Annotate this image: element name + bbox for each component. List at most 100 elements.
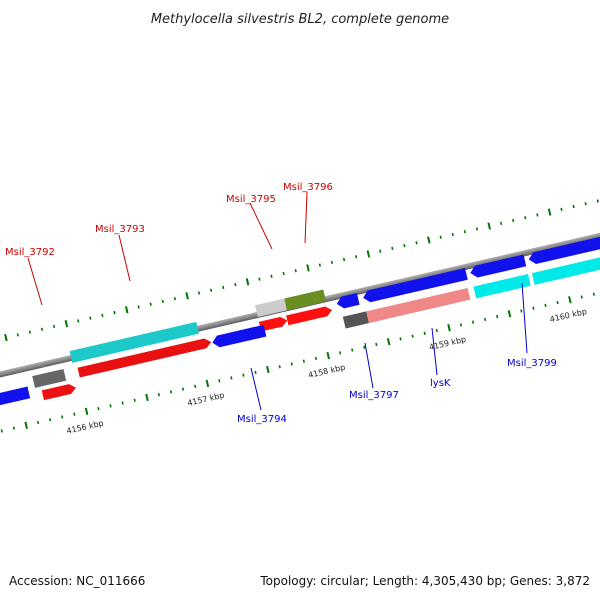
minor-tick — [463, 230, 466, 234]
minor-tick — [181, 387, 185, 391]
minor-tick — [40, 327, 44, 331]
minor-tick — [379, 249, 382, 253]
gene-msil-3794[interactable] — [211, 324, 267, 349]
minor-tick — [423, 331, 426, 335]
major-tick — [84, 407, 89, 415]
minor-tick — [258, 277, 261, 281]
gene-msil-3793-cds[interactable] — [77, 337, 213, 378]
minor-tick — [234, 283, 237, 287]
minor-tick — [101, 313, 104, 317]
gene-msil-3792-cds-red[interactable] — [41, 383, 77, 401]
label-msil-3793[interactable]: Msil_3793 — [95, 224, 145, 235]
gene-msil-3800[interactable] — [527, 234, 600, 265]
minor-tick — [596, 199, 599, 203]
gene-msil-3792-cds[interactable] — [32, 368, 67, 388]
msil-3792-leader — [27, 257, 43, 306]
forward-strand-features — [32, 289, 333, 401]
map-title: Methylocella silvestris BL2, complete ge… — [151, 12, 449, 27]
label-msil-3797[interactable]: Msil_3797 — [349, 390, 399, 401]
msil-3793-leader — [118, 234, 131, 282]
minor-tick — [121, 401, 124, 405]
minor-tick — [77, 319, 80, 323]
minor-tick — [97, 406, 100, 411]
minor-tick — [524, 216, 527, 220]
label-msil-3794[interactable]: Msil_3794 — [237, 414, 287, 425]
gene-msil-3795[interactable] — [255, 298, 287, 317]
scale-tick-label: 4156 kbp — [66, 418, 105, 435]
major-tick — [145, 393, 149, 402]
minor-tick — [230, 376, 233, 380]
major-tick — [427, 236, 431, 244]
gene-lysk[interactable] — [366, 287, 471, 324]
major-tick — [24, 421, 28, 429]
major-tick — [64, 320, 69, 328]
major-tick — [306, 264, 310, 272]
major-tick — [386, 337, 391, 346]
gene-msil-3797-gray[interactable] — [342, 311, 369, 329]
minor-tick — [278, 365, 281, 369]
label-lysk[interactable]: lysK — [430, 378, 451, 389]
minor-tick — [194, 384, 197, 388]
minor-tick — [173, 296, 176, 301]
major-tick — [245, 278, 250, 286]
gene-msil-3795-cds[interactable] — [258, 316, 289, 332]
major-tick — [447, 324, 451, 332]
minor-tick — [451, 232, 454, 237]
gene-label-lines — [27, 191, 528, 411]
gene-msil-3797a[interactable] — [335, 293, 360, 310]
minor-tick — [532, 306, 535, 310]
gene-msil-3798[interactable] — [469, 254, 527, 279]
label-msil-3795[interactable]: Msil_3795 — [226, 194, 276, 205]
minor-tick — [520, 309, 523, 313]
major-tick — [185, 292, 189, 300]
minor-tick — [133, 398, 136, 402]
gene-msil-3799[interactable] — [473, 274, 531, 299]
minor-tick — [403, 243, 406, 248]
minor-tick — [375, 342, 378, 347]
label-msil-3796[interactable]: Msil_3796 — [283, 182, 333, 193]
label-msil-3799[interactable]: Msil_3799 — [507, 358, 557, 369]
minor-tick — [354, 255, 358, 259]
minor-tick — [318, 263, 321, 267]
major-tick — [366, 250, 371, 258]
minor-tick — [499, 221, 503, 225]
msil-3796-leader — [304, 191, 308, 244]
minor-tick — [342, 257, 346, 262]
scale-tick-label: 4160 kbp — [549, 307, 588, 324]
minor-tick — [109, 404, 112, 408]
minor-tick — [36, 420, 40, 425]
lower-tick-row — [0, 292, 595, 433]
gene-msil-3797[interactable] — [362, 268, 468, 304]
minor-tick — [222, 285, 225, 290]
minor-tick — [572, 204, 575, 209]
minor-tick — [282, 271, 285, 276]
gene-left-edge[interactable] — [0, 386, 31, 409]
gene-msil-3800-cyan[interactable] — [531, 255, 600, 285]
reverse-strand-features — [0, 234, 600, 409]
minor-tick — [49, 418, 52, 422]
minor-tick — [210, 288, 213, 292]
minor-tick — [544, 303, 547, 308]
minor-tick — [73, 412, 76, 416]
minor-tick — [28, 330, 32, 334]
minor-tick — [391, 246, 394, 251]
major-tick — [507, 310, 512, 318]
minor-tick — [254, 370, 257, 374]
minor-tick — [483, 317, 487, 321]
gene-msil-3796[interactable] — [284, 289, 326, 311]
gene-msil-3793[interactable] — [69, 321, 199, 363]
msil-3795-leader — [249, 202, 273, 250]
minor-tick — [242, 373, 245, 377]
major-tick — [205, 379, 210, 388]
minor-tick — [12, 426, 16, 430]
minor-tick — [415, 241, 418, 245]
minor-tick — [61, 415, 64, 419]
gene-msil-3796-cds[interactable] — [286, 305, 333, 326]
label-msil-3792[interactable]: Msil_3792 — [5, 247, 55, 258]
accession-text: Accession: NC_011666 — [9, 574, 145, 588]
major-tick — [547, 208, 552, 216]
scale-tick-label: 4158 kbp — [307, 363, 346, 380]
msil-3799-leader — [521, 282, 528, 354]
minor-tick — [270, 274, 273, 278]
